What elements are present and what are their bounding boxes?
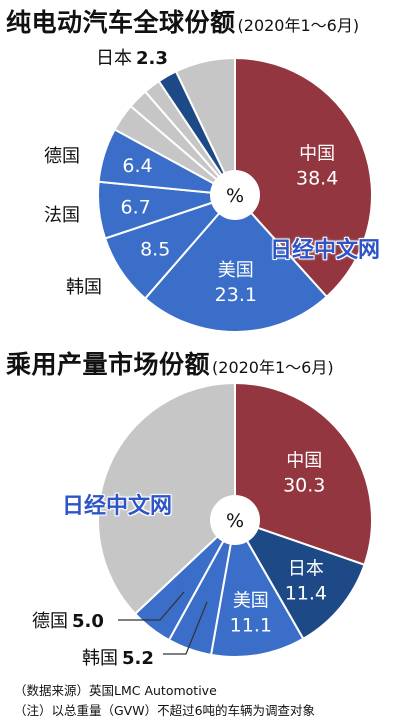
slice-label: 美国 [218, 260, 254, 281]
slice-value: 11.1 [230, 615, 272, 637]
watermark-logo: 日经中文网 [270, 238, 381, 263]
passenger-production-pie-chart: 中国 30.3 日本 11.4 美国 11.1 韩国 5.2 德国 5.0% [32, 381, 373, 669]
pie-slice-中国 [234, 56, 373, 299]
pie-slice-美国 [143, 193, 329, 333]
pie-slice-中国 [234, 381, 373, 567]
pie-slice-other [97, 381, 236, 616]
pie-slice-other [174, 56, 236, 196]
slice-value: 6.7 [121, 196, 151, 218]
chart-title-passenger-production-share: 乘用产量市场份额 (2020年1～6月) [6, 350, 334, 379]
slice-label: 日本 [288, 559, 324, 580]
pie-slice-美国 [209, 517, 305, 658]
slice-value: 2.3 [136, 48, 168, 69]
slice-label: 德国 [44, 146, 80, 167]
slice-value: 11.4 [285, 583, 327, 605]
slice-label: 法国 [44, 205, 80, 226]
leader-line [163, 601, 208, 655]
watermark-logo: 日经中文网 [62, 494, 173, 519]
source-note: （数据来源）英国LMC Automotive [14, 683, 217, 698]
unit-label: % [226, 510, 244, 532]
slice-value: 23.1 [215, 284, 257, 306]
pie-center-hole [210, 170, 260, 220]
slice-value: 38.4 [296, 167, 338, 189]
slice-value: 5.2 [122, 648, 154, 669]
slice-label: 韩国 [66, 277, 102, 298]
slice-callout: 韩国 5.2 [82, 648, 154, 669]
slice-value: 30.3 [283, 475, 325, 497]
footnote: （注）以总重量（GVW）不超过6吨的车辆为调查对象 [14, 703, 316, 718]
slice-label: 中国 [299, 143, 335, 164]
slice-value: 8.5 [140, 238, 170, 260]
slice-label: 中国 [286, 451, 322, 472]
unit-label: % [226, 185, 244, 207]
leader-line [118, 591, 185, 621]
pie-slice-日本 [232, 518, 366, 641]
slice-label: 日本 [96, 48, 132, 69]
slice-value: 5.0 [72, 611, 104, 632]
slice-callout: 德国 5.0 [32, 611, 104, 632]
slice-callout: 日本 2.3 [96, 48, 168, 69]
bev-share-pie-chart: 中国 38.4 美国 23.1 韩国 8.5 法国 6.7 德国 6.4 日本 2.3% [44, 48, 373, 333]
slice-value: 6.4 [122, 155, 152, 177]
pie-center-hole [210, 495, 260, 545]
chart-title-bev-share: 纯电动汽车全球份额 (2020年1～6月) [6, 8, 360, 37]
slice-label: 美国 [233, 591, 269, 612]
slice-label: 韩国 [82, 648, 118, 669]
slice-label: 德国 [32, 611, 68, 632]
